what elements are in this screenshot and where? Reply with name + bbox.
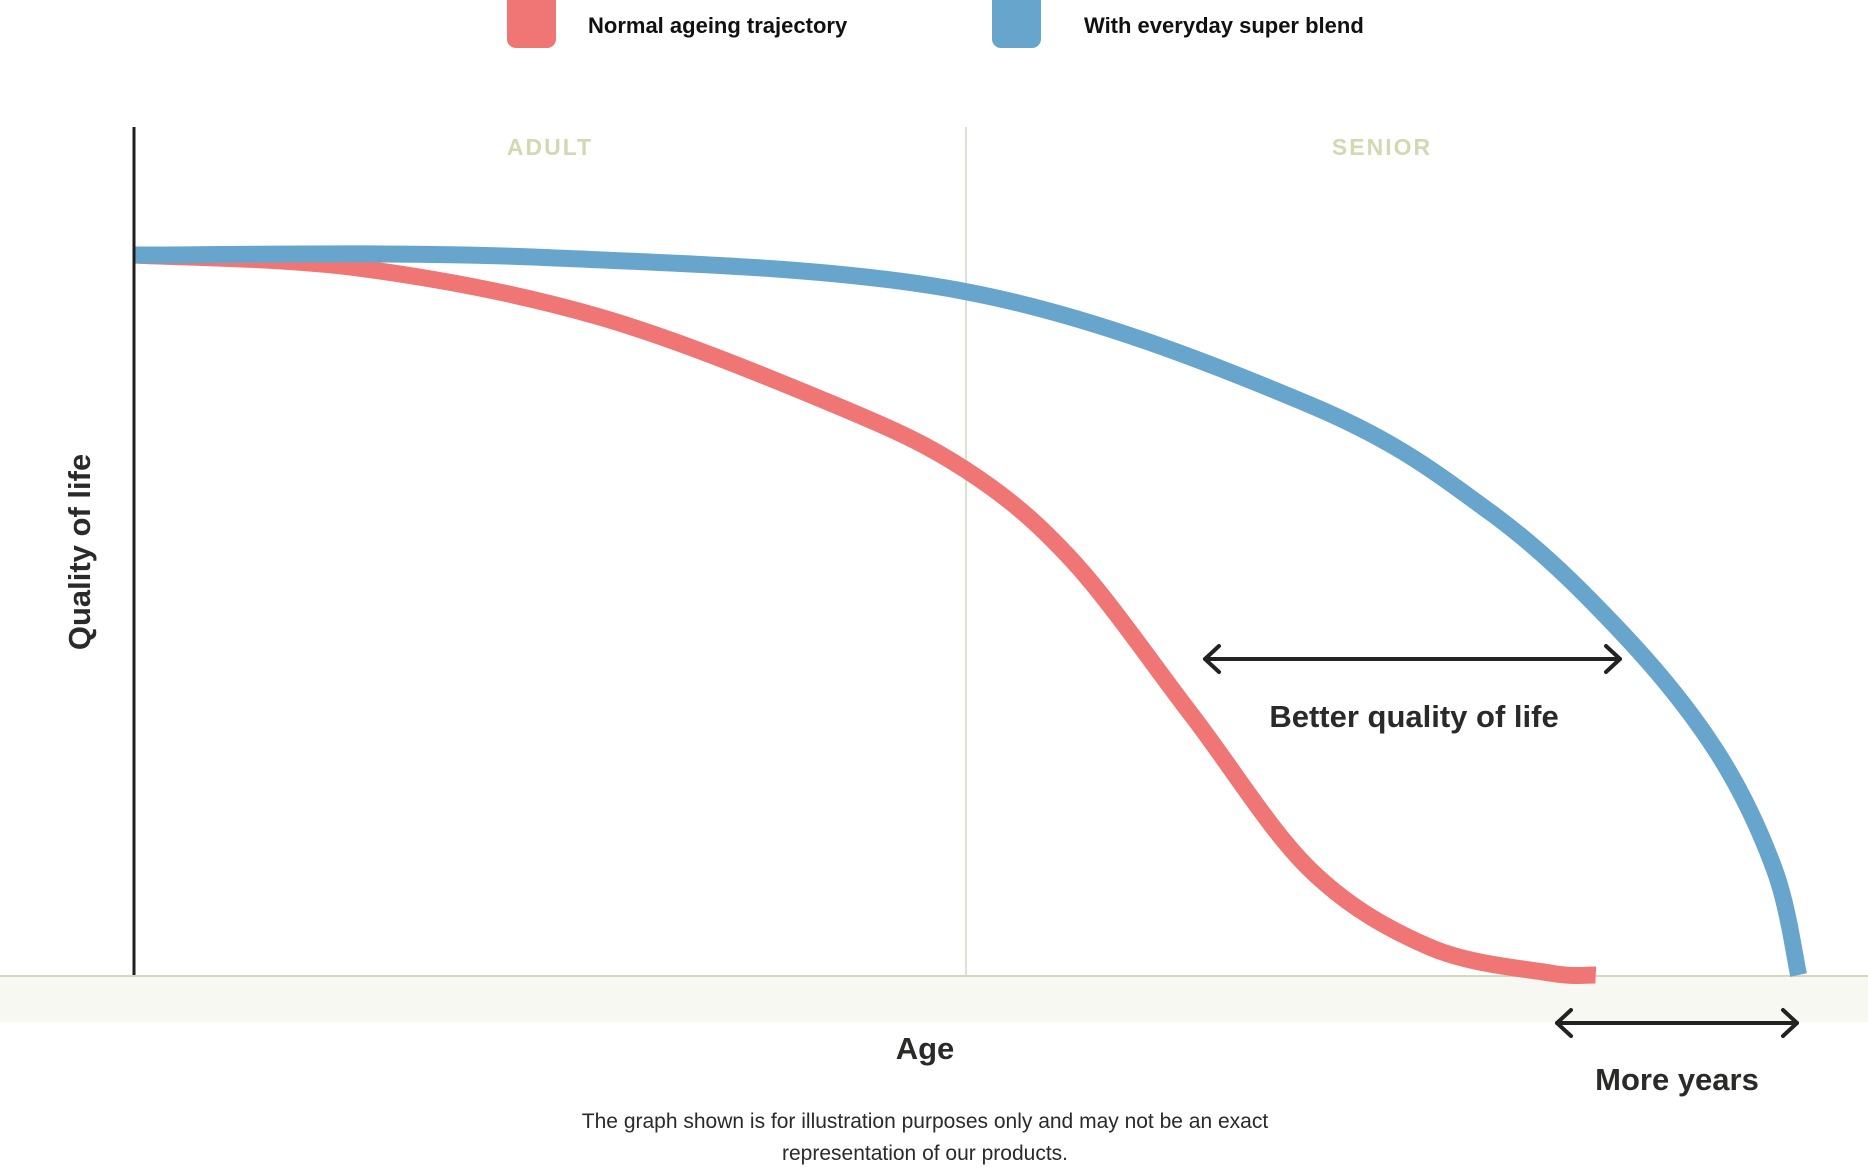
series-line-normal — [133, 246, 1597, 985]
annotation-better-quality: Better quality of life — [1269, 699, 1558, 734]
legend-label-blend: With everyday super blend — [1084, 13, 1364, 38]
more-years-arrow — [1555, 1008, 1799, 1038]
phase-label-adult: ADULT — [507, 134, 593, 160]
footnote-line-1: The graph shown is for illustration purp… — [582, 1110, 1269, 1133]
legend-swatch-normal — [507, 0, 556, 48]
legend-swatch-blend — [992, 0, 1041, 48]
annotation-more-years: More years — [1595, 1062, 1759, 1097]
x-axis-band — [0, 975, 1868, 1022]
better-quality-arrow — [1203, 644, 1622, 674]
x-axis-label: Age — [896, 1031, 955, 1066]
legend-label-normal: Normal ageing trajectory — [588, 13, 848, 38]
legend: Normal ageing trajectory With everyday s… — [507, 0, 1364, 48]
footnote-line-2: representation of our products. — [782, 1142, 1068, 1165]
phase-label-senior: SENIOR — [1332, 134, 1432, 160]
y-axis-label: Quality of life — [62, 454, 97, 650]
series-line-blend — [133, 245, 1807, 977]
